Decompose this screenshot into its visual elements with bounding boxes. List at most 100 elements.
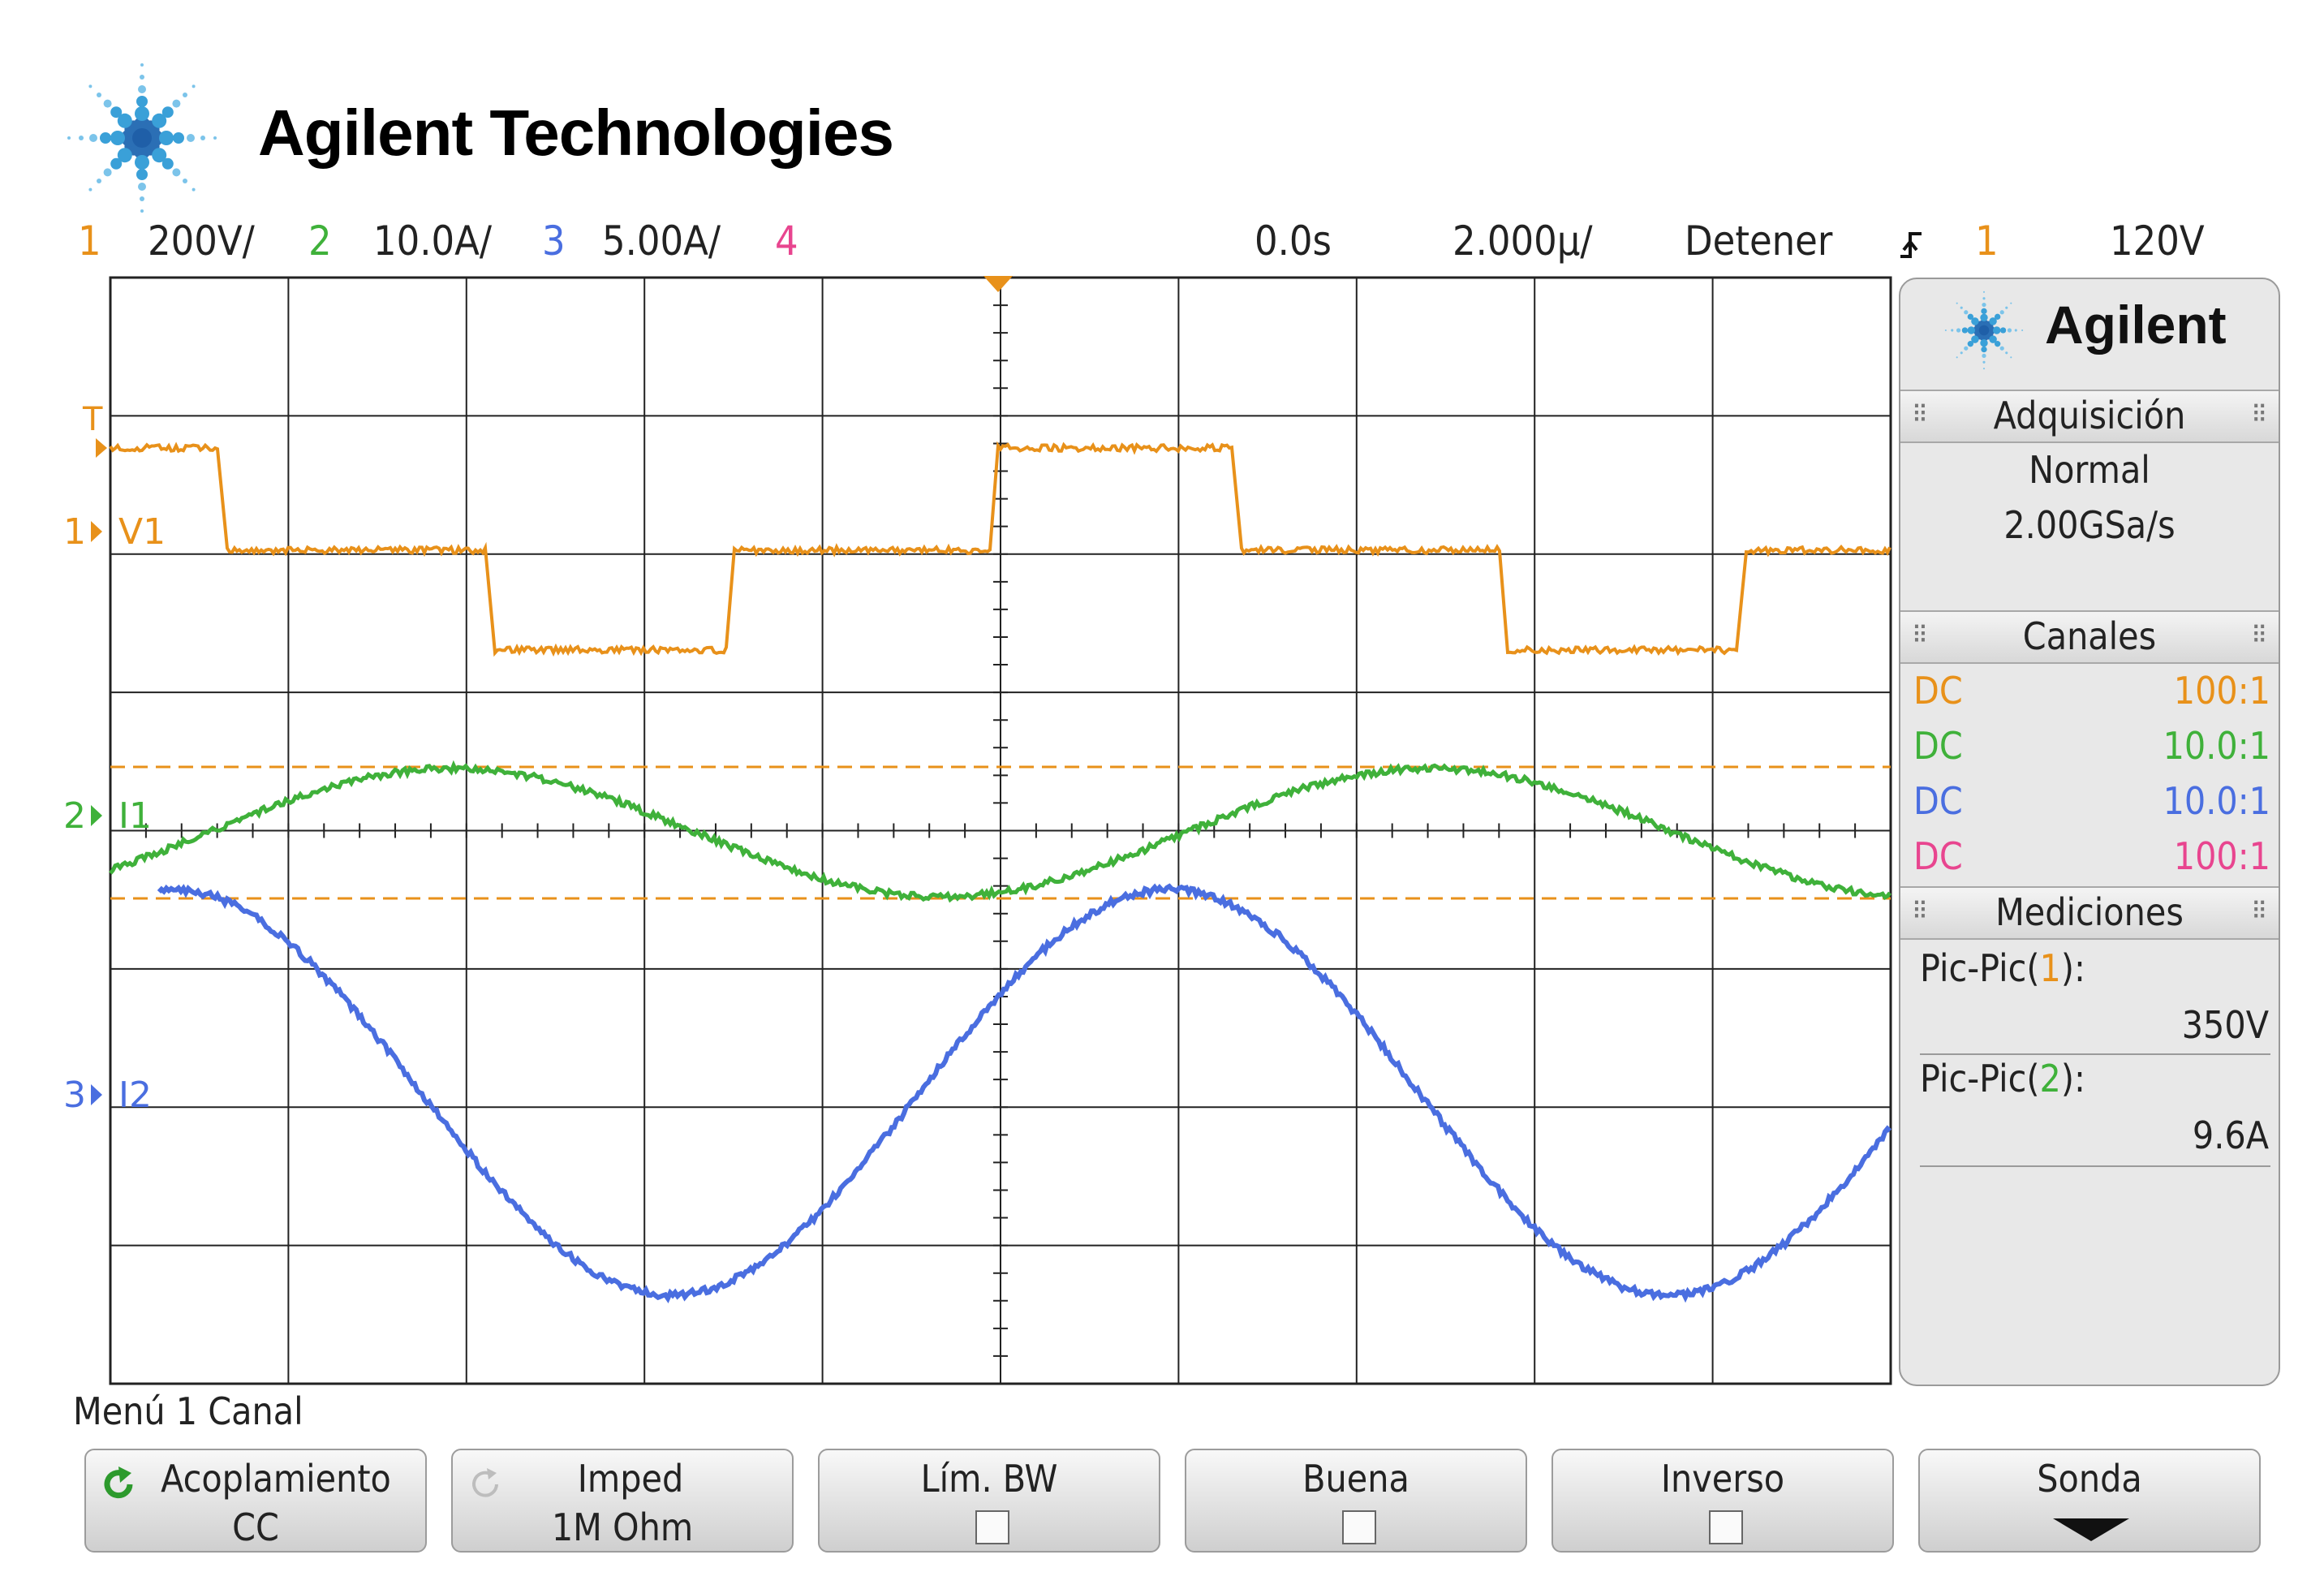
spark-dot xyxy=(1964,310,1968,314)
spark-dot xyxy=(1956,303,1958,304)
spark-dot xyxy=(1960,351,1963,354)
measurement-2-divider xyxy=(1920,1165,2270,1167)
bw-limit-checkbox[interactable] xyxy=(975,1510,1009,1544)
spark-dot xyxy=(1981,347,1986,352)
ch3-scale[interactable]: 5.00A/ xyxy=(602,217,721,265)
spark-dot xyxy=(1993,326,2000,334)
trigger-level[interactable]: 120V xyxy=(2110,217,2205,265)
acquisition-title: Adquisición xyxy=(1994,394,2186,437)
trigger-position-marker[interactable] xyxy=(983,276,1013,292)
ch1-marker-num: 1 xyxy=(63,511,86,553)
ch2-scale[interactable]: 10.0A/ xyxy=(373,217,492,265)
spark-dot xyxy=(2005,307,2008,309)
softkey-impedance[interactable]: Imped 1M Ohm xyxy=(451,1449,794,1553)
channels-header[interactable]: ⠿ Canales ⠿ xyxy=(1900,610,2279,664)
acquisition-header[interactable]: ⠿ Adquisición ⠿ xyxy=(1900,390,2279,443)
spark-dot xyxy=(173,132,184,144)
spark-dot xyxy=(97,93,101,97)
softkey-invert-label: Inverso xyxy=(1553,1457,1892,1501)
trigger-arrow[interactable] xyxy=(96,438,107,458)
spark-dot xyxy=(1995,341,2000,347)
softkey-impedance-label: Imped xyxy=(469,1457,792,1501)
ch2-number[interactable]: 2 xyxy=(308,217,332,265)
spark-dot xyxy=(88,188,92,192)
softkey-impedance-value: 1M Ohm xyxy=(453,1505,792,1549)
timebase-readout[interactable]: 2.000µ/ xyxy=(1452,217,1593,265)
spark-dot xyxy=(110,158,122,170)
spark-dot xyxy=(2000,347,2004,351)
spark-dot xyxy=(140,196,144,201)
waveform-display[interactable]: T 1 V1 2 I1 3 I2 xyxy=(0,268,1899,1392)
spark-dot xyxy=(1968,326,1975,334)
trigger-source[interactable]: 1 xyxy=(1975,217,1999,265)
spark-dot xyxy=(2010,356,2012,358)
ch2-probe: 10.0:1 xyxy=(2163,724,2270,768)
spark-dot xyxy=(2008,328,2012,332)
spark-dot xyxy=(100,132,111,144)
spark-dot xyxy=(183,93,187,97)
spark-dot xyxy=(140,209,144,213)
measurements-header[interactable]: ⠿ Mediciones ⠿ xyxy=(1900,886,2279,940)
spark-dot xyxy=(140,63,144,67)
spark-dot xyxy=(67,136,71,140)
softkey-invert[interactable]: Inverso xyxy=(1551,1449,1894,1553)
spark-dot xyxy=(104,168,112,176)
spark-dot xyxy=(1945,329,1947,331)
trigger-level-marker: T xyxy=(82,401,103,438)
meas2-prefix: Pic-Pic( xyxy=(1920,1057,2039,1100)
spark-dot xyxy=(2000,310,2004,314)
ch3-ground-marker[interactable] xyxy=(91,1084,102,1105)
measurement-2-value: 9.6A xyxy=(1920,1113,2269,1157)
spark-dot xyxy=(2010,303,2012,304)
run-state[interactable]: Detener xyxy=(1685,217,1832,265)
softkey-bw-limit[interactable]: Lím. BW xyxy=(818,1449,1160,1553)
spark-dot xyxy=(183,179,187,183)
spark-dot xyxy=(2015,329,2017,331)
meas1-suffix: ): xyxy=(2061,946,2085,990)
meas2-suffix: ): xyxy=(2061,1057,2085,1100)
ch1-probe: 100:1 xyxy=(2174,669,2270,713)
fine-checkbox[interactable] xyxy=(1342,1510,1376,1544)
ch3-number[interactable]: 3 xyxy=(542,217,566,265)
measurements-title: Mediciones xyxy=(1995,890,2184,934)
ch4-coupling: DC xyxy=(1913,834,1963,878)
softkey-coupling[interactable]: Acoplamiento CC xyxy=(84,1449,427,1553)
spark-dot xyxy=(138,85,146,93)
spark-dot xyxy=(200,136,205,140)
spark-dot xyxy=(172,100,180,108)
spark-dot xyxy=(172,168,180,176)
measurement-1-value: 350V xyxy=(1920,1003,2269,1047)
ch1-scale[interactable]: 200V/ xyxy=(148,217,255,265)
spark-dot xyxy=(162,106,174,118)
rising-edge-icon xyxy=(1897,229,1926,265)
spark-dot xyxy=(110,106,122,118)
acquisition-mode: Normal xyxy=(1900,448,2279,492)
ch2-coupling: DC xyxy=(1913,724,1963,768)
spark-dot xyxy=(1951,329,1953,331)
ch4-number[interactable]: 4 xyxy=(775,217,798,265)
spark-dot xyxy=(162,158,174,170)
spark-center xyxy=(1979,325,1990,336)
ch1-coupling: DC xyxy=(1913,669,1963,713)
spark-dot xyxy=(1968,314,1973,320)
agilent-spark-small-icon xyxy=(1939,286,2029,375)
softkey-fine[interactable]: Buena xyxy=(1185,1449,1527,1553)
channel-markers[interactable]: T 1 V1 2 I1 3 I2 xyxy=(63,276,1013,1116)
spark-dot xyxy=(2000,327,2006,333)
delay-readout[interactable]: 0.0s xyxy=(1255,217,1332,265)
ch3-trace-label: I2 xyxy=(118,1075,152,1116)
invert-checkbox[interactable] xyxy=(1709,1510,1743,1544)
menu-title: Menú 1 Canal xyxy=(73,1389,303,1433)
softkey-probe-label: Sonda xyxy=(1920,1457,2259,1501)
spark-dot xyxy=(1968,341,1973,347)
ch1-number[interactable]: 1 xyxy=(78,217,101,265)
measurement-1-label[interactable]: Pic-Pic(1): xyxy=(1920,946,2085,990)
spark-dot xyxy=(1980,339,1987,347)
softkey-probe[interactable]: Sonda xyxy=(1918,1449,2261,1553)
down-arrow-icon xyxy=(2053,1515,2129,1543)
spark-dot xyxy=(2005,351,2008,354)
ch1-ground-marker[interactable] xyxy=(91,521,102,542)
ch2-ground-marker[interactable] xyxy=(91,805,102,826)
measurement-2-label[interactable]: Pic-Pic(2): xyxy=(1920,1057,2085,1100)
softkey-bw-limit-label: Lím. BW xyxy=(820,1457,1159,1501)
